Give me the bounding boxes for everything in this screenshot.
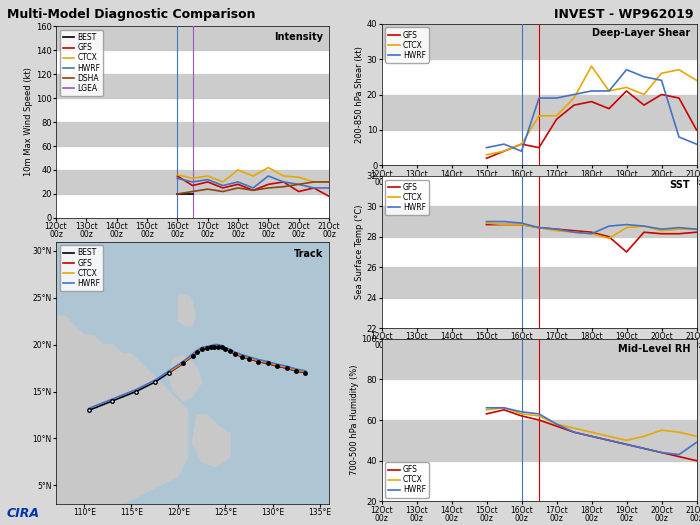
Legend: BEST, GFS, CTCX, HWRF, DSHA, LGEA: BEST, GFS, CTCX, HWRF, DSHA, LGEA xyxy=(60,30,104,96)
Y-axis label: 700-500 hPa Humidity (%): 700-500 hPa Humidity (%) xyxy=(350,365,359,475)
Bar xyxy=(382,267,696,298)
Legend: BEST, GFS, CTCX, HWRF: BEST, GFS, CTCX, HWRF xyxy=(60,245,104,291)
Legend: GFS, CTCX, HWRF: GFS, CTCX, HWRF xyxy=(385,27,429,63)
Text: Multi-Model Diagnostic Comparison: Multi-Model Diagnostic Comparison xyxy=(7,8,256,21)
Polygon shape xyxy=(169,356,202,401)
Text: SST: SST xyxy=(670,181,690,191)
Y-axis label: 200-850 hPa Shear (kt): 200-850 hPa Shear (kt) xyxy=(355,46,364,143)
Legend: GFS, CTCX, HWRF: GFS, CTCX, HWRF xyxy=(385,180,429,215)
Polygon shape xyxy=(56,317,188,504)
Text: INVEST - WP962019: INVEST - WP962019 xyxy=(554,8,693,21)
Bar xyxy=(382,420,696,461)
Text: Mid-Level RH: Mid-Level RH xyxy=(617,343,690,353)
Bar xyxy=(382,339,696,379)
Bar xyxy=(382,206,696,237)
Text: CIRA: CIRA xyxy=(7,507,40,520)
Bar xyxy=(382,94,696,130)
Bar xyxy=(56,26,329,50)
Legend: GFS, CTCX, HWRF: GFS, CTCX, HWRF xyxy=(385,462,429,498)
Bar xyxy=(56,74,329,98)
Y-axis label: 10m Max Wind Speed (kt): 10m Max Wind Speed (kt) xyxy=(25,68,33,176)
Text: Intensity: Intensity xyxy=(274,32,323,42)
Y-axis label: Sea Surface Temp (°C): Sea Surface Temp (°C) xyxy=(355,205,364,299)
Text: Deep-Layer Shear: Deep-Layer Shear xyxy=(592,28,690,38)
Polygon shape xyxy=(70,343,94,362)
Bar xyxy=(382,24,696,59)
Bar xyxy=(56,122,329,146)
Bar xyxy=(56,170,329,194)
Polygon shape xyxy=(193,415,230,467)
Text: Track: Track xyxy=(294,249,323,259)
Polygon shape xyxy=(178,295,195,326)
